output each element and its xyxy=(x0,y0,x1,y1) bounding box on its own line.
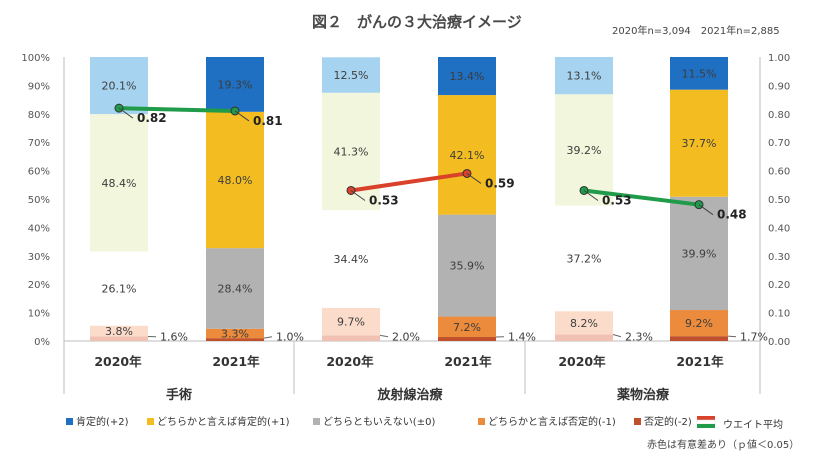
bar-segment xyxy=(438,337,496,341)
left-tick-label: 0% xyxy=(34,337,50,348)
left-tick-label: 40% xyxy=(28,223,50,234)
leader-line xyxy=(264,337,272,338)
left-tick-label: 70% xyxy=(28,138,50,149)
right-tick-label: 0.70 xyxy=(768,138,790,149)
right-tick-label: 0.80 xyxy=(768,110,790,121)
right-tick-label: 0.10 xyxy=(768,309,790,320)
segment-label: 9.2% xyxy=(685,317,713,330)
year-label: 2021年 xyxy=(676,354,724,369)
right-tick-label: 0.40 xyxy=(768,223,790,234)
leader-line xyxy=(728,336,736,337)
right-tick-label: 1.00 xyxy=(768,53,790,64)
weighted-average-label: 0.59 xyxy=(485,176,515,190)
category-label: 放射線治療 xyxy=(376,387,443,403)
legend-swatch xyxy=(478,418,485,425)
year-label: 2020年 xyxy=(326,354,374,369)
left-tick-label: 100% xyxy=(21,53,50,64)
leader-line xyxy=(380,335,388,336)
legend: 肯定的(+2) どちらかと言えば肯定的(+1) どちらともいえない(±0) どちらかと… xyxy=(66,415,783,431)
left-tick-label: 90% xyxy=(28,81,50,92)
right-tick-label: 0.50 xyxy=(768,195,790,206)
year-label: 2020年 xyxy=(558,354,606,369)
legend-label: どちらともいえない(±0) xyxy=(323,416,435,428)
right-tick-label: 0.20 xyxy=(768,280,790,291)
sample-size-note: 2020年n=3,094 2021年n=2,885 xyxy=(612,24,780,37)
negative-label: 1.0% xyxy=(276,331,304,344)
right-tick-label: 0.60 xyxy=(768,167,790,178)
category-label: 薬物治療 xyxy=(616,387,670,403)
segment-label: 37.2% xyxy=(567,252,602,265)
segment-label: 28.4% xyxy=(218,282,253,295)
year-label: 2020年 xyxy=(94,354,142,369)
segment-label: 19.3% xyxy=(218,78,253,91)
segment-label: 48.0% xyxy=(218,174,253,187)
segment-label: 41.3% xyxy=(334,145,369,158)
segment-label: 39.9% xyxy=(682,247,717,260)
right-tick-label: 0.30 xyxy=(768,252,790,263)
left-tick-label: 10% xyxy=(28,309,50,320)
negative-label: 1.7% xyxy=(740,331,768,344)
negative-label: 2.0% xyxy=(392,331,420,344)
right-tick-label: 0.00 xyxy=(768,337,790,348)
left-tick-label: 60% xyxy=(28,167,50,178)
bars xyxy=(90,57,728,341)
segment-label: 8.2% xyxy=(570,317,598,330)
leader-line xyxy=(613,334,621,336)
legend-swatch xyxy=(634,418,641,425)
category-label: 手術 xyxy=(166,387,192,403)
year-label: 2021年 xyxy=(444,354,492,369)
legend-swatch xyxy=(313,418,320,425)
segment-label: 3.8% xyxy=(105,325,133,338)
right-tick-label: 0.90 xyxy=(768,81,790,92)
legend-swatch xyxy=(697,424,715,428)
segment-label: 26.1% xyxy=(102,283,137,296)
weighted-average-label: 0.81 xyxy=(253,114,283,128)
segment-label: 7.2% xyxy=(453,321,481,334)
segment-label: 35.9% xyxy=(450,260,485,273)
weighted-average-label: 0.48 xyxy=(717,208,747,222)
left-tick-label: 50% xyxy=(28,195,50,206)
year-label: 2021年 xyxy=(212,354,260,369)
segment-label: 39.2% xyxy=(567,144,602,157)
significance-note: 赤色は有意差あり（ｐ値＜0.05） xyxy=(647,438,799,451)
negative-label: 1.4% xyxy=(508,331,536,344)
legend-swatch-mid xyxy=(697,420,715,424)
segment-label: 48.4% xyxy=(102,177,137,190)
segment-label: 13.1% xyxy=(567,70,602,83)
negative-label: 1.6% xyxy=(160,331,188,344)
bar-segment xyxy=(555,334,613,341)
segment-label: 3.3% xyxy=(221,327,249,340)
segment-label: 42.1% xyxy=(450,149,485,162)
left-tick-label: 30% xyxy=(28,252,50,263)
legend-label: どちらかと言えば肯定的(+1) xyxy=(157,415,290,428)
chart-title: 図２ がんの３大治療イメージ xyxy=(312,13,522,31)
segment-label: 11.5% xyxy=(682,67,717,80)
legend-swatch xyxy=(147,418,154,425)
negative-label: 2.3% xyxy=(625,331,653,344)
legend-label: 否定的(-2) xyxy=(644,415,692,428)
legend-label: 肯定的(+2) xyxy=(76,415,129,428)
segment-label: 34.4% xyxy=(334,253,369,266)
weighted-average-label: 0.53 xyxy=(602,193,632,207)
bar-segment xyxy=(322,335,380,341)
legend-label: ウエイト平均 xyxy=(723,419,783,431)
legend-swatch xyxy=(66,418,73,425)
bar-segment xyxy=(670,336,728,341)
segment-label: 12.5% xyxy=(334,69,369,82)
left-tick-label: 80% xyxy=(28,110,50,121)
weighted-average-label: 0.53 xyxy=(369,193,399,207)
legend-swatch-top xyxy=(697,416,715,420)
segment-label: 13.4% xyxy=(450,70,485,83)
legend-label: どちらかと言えば否定的(-1) xyxy=(488,415,616,428)
segment-label: 9.7% xyxy=(337,316,365,329)
segment-label: 37.7% xyxy=(682,137,717,150)
weighted-average-label: 0.82 xyxy=(137,111,167,125)
left-tick-label: 20% xyxy=(28,280,50,291)
segment-label: 20.1% xyxy=(102,80,137,93)
